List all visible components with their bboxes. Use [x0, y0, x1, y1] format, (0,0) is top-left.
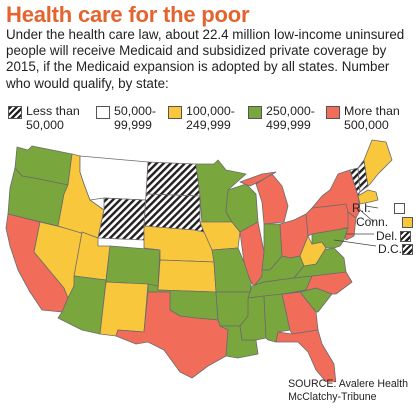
legend-swatch-250-499 — [248, 106, 262, 119]
swatch-dc — [402, 244, 413, 255]
state-tx — [115, 291, 229, 379]
legend-swatch-500plus — [326, 106, 340, 119]
state-co — [105, 245, 161, 287]
state-mi — [239, 171, 289, 225]
legend-label-250-499-line2: 499,999 — [266, 118, 311, 132]
state-mo — [211, 247, 253, 293]
legend-label-lt50k-line2: 50,000 — [26, 118, 64, 132]
state-nm — [99, 281, 149, 337]
state-me — [363, 139, 393, 187]
legend-label-500plus-line1: More than — [344, 104, 400, 118]
state-wy — [97, 197, 147, 241]
swatch-del — [400, 231, 411, 242]
legend-label-250-499-line1: 250,000- — [266, 104, 315, 118]
swatch-ri — [394, 203, 405, 214]
state-nd — [145, 161, 201, 197]
label-dc: D.C. — [378, 242, 402, 256]
source-line-2: McClatchy-Tribune — [288, 391, 377, 403]
source-credit: SOURCE: Avalere Health McClatchy-Tribune — [288, 378, 408, 404]
swatch-conn — [402, 217, 413, 228]
legend: Less than 50,000 50,000- 99,999 100,000-… — [0, 104, 416, 136]
leader-ri — [365, 205, 379, 209]
leader-conn — [359, 209, 375, 223]
state-ma — [357, 189, 379, 205]
state-md — [311, 227, 349, 249]
legend-label-50-99-line2: 99,999 — [114, 118, 152, 132]
source-line-1: SOURCE: Avalere Health — [288, 378, 408, 390]
legend-label-100-249-line2: 249,999 — [186, 118, 231, 132]
leader-dc — [333, 239, 377, 247]
legend-label-500plus-line2: 500,000 — [344, 118, 389, 132]
state-mt — [79, 155, 149, 201]
label-ri: R.I. — [352, 201, 371, 215]
intro-text: Under the health care law, about 22.4 mi… — [6, 27, 405, 91]
label-del: Del. — [376, 229, 398, 243]
legend-label-50-99-line1: 50,000- — [114, 104, 157, 118]
legend-swatch-lt50k — [8, 106, 22, 119]
us-map — [5, 139, 393, 382]
legend-label-lt50k-line1: Less than — [26, 104, 80, 118]
state-sd — [143, 193, 205, 233]
legend-label-100-249-line1: 100,000- — [186, 104, 235, 118]
page-title: Health care for the poor — [6, 2, 250, 27]
state-ks — [157, 259, 217, 293]
legend-swatch-50-99 — [96, 106, 110, 119]
state-fl — [275, 329, 337, 382]
legend-swatch-100-249 — [168, 106, 182, 119]
label-conn: Conn. — [356, 215, 389, 229]
